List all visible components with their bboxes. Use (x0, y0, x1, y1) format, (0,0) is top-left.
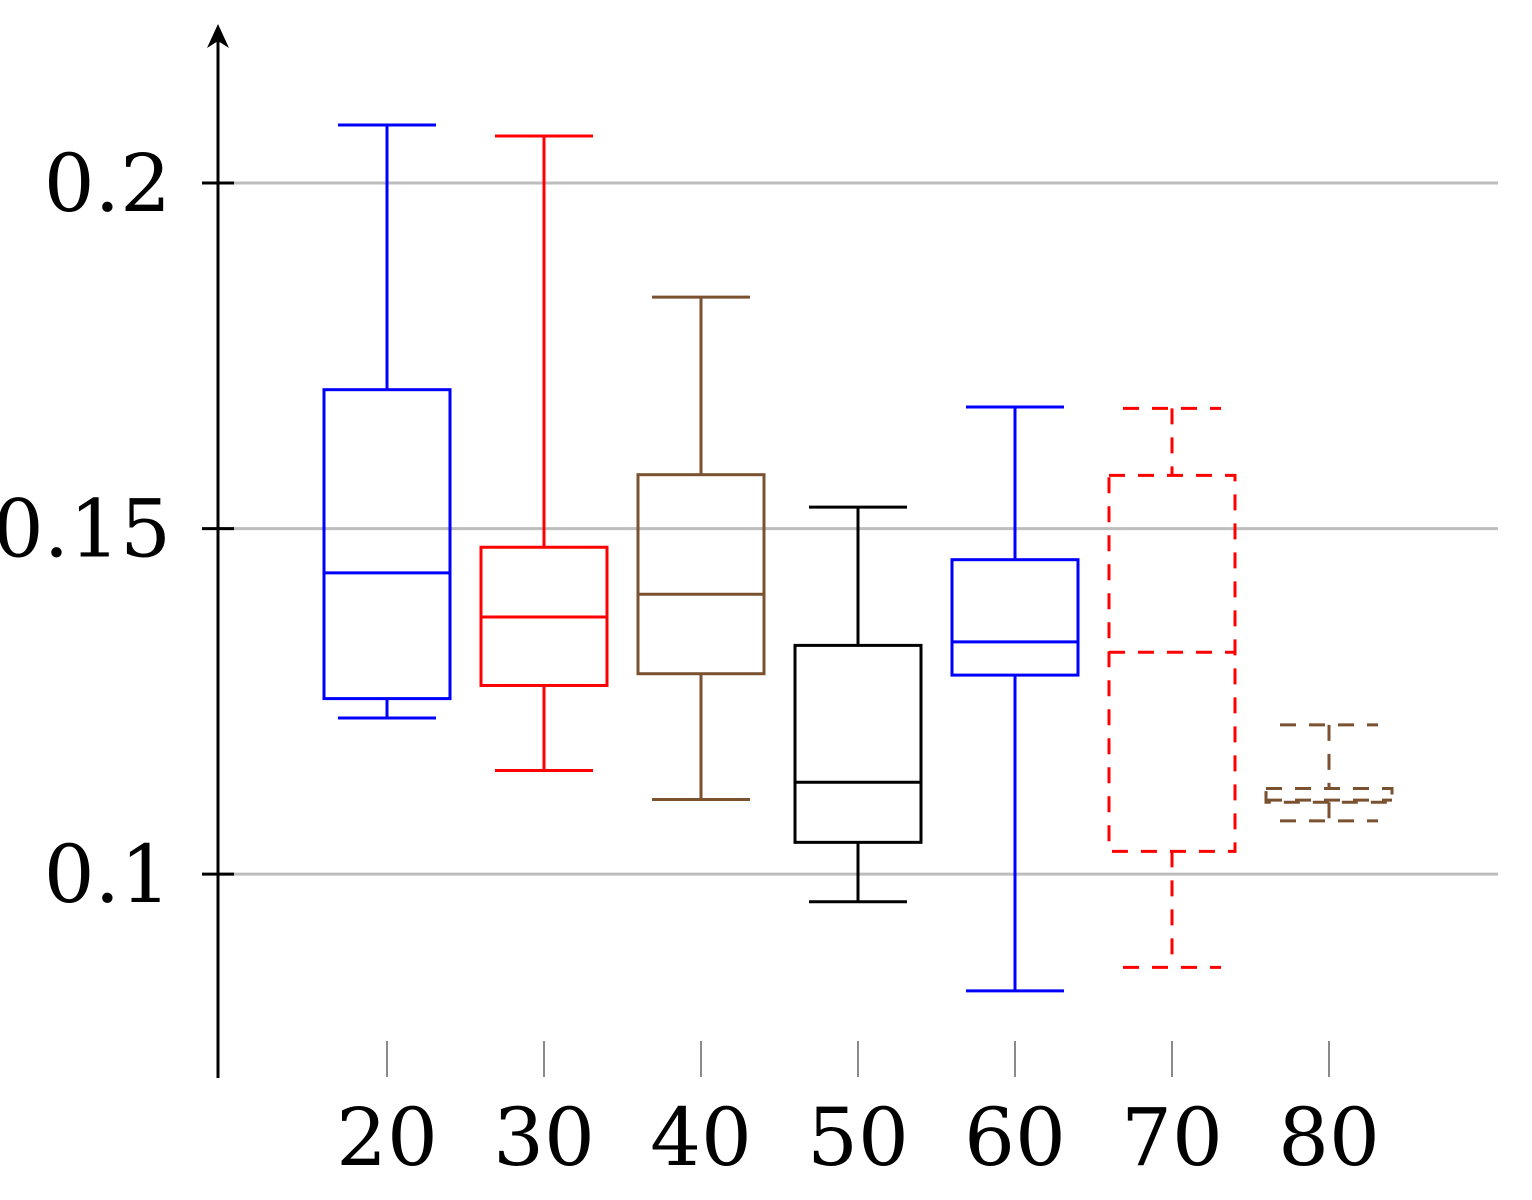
x-tick-label: 50 (807, 1091, 909, 1184)
box-body (950, 558, 1080, 677)
box-60 (950, 405, 1080, 993)
box-80 (1264, 723, 1394, 823)
x-tick-label: 70 (1121, 1091, 1223, 1184)
box-body (322, 388, 452, 701)
x-tick-label: 40 (650, 1091, 752, 1184)
x-axis-ticks (386, 1041, 1330, 1077)
x-tick-label: 20 (336, 1091, 438, 1184)
box-body (1107, 473, 1237, 853)
boxes (322, 123, 1394, 993)
y-tick-label: 0.15 (0, 483, 171, 576)
tick-labels: 0.1 0.15 0.2 20 30 40 50 60 70 80 (0, 137, 1380, 1184)
y-tick-label: 0.1 (44, 828, 171, 921)
x-tick-label: 80 (1278, 1091, 1380, 1184)
y-tick-label: 0.2 (44, 137, 171, 230)
box-body (793, 643, 923, 844)
box-20 (322, 123, 452, 720)
box-body (636, 473, 766, 676)
box-30 (479, 134, 609, 772)
x-tick-label: 60 (964, 1091, 1066, 1184)
box-70 (1107, 406, 1237, 969)
y-axis-arrow-icon (207, 24, 229, 48)
y-axis (202, 24, 234, 1078)
box-body (1264, 786, 1394, 804)
x-tick-label: 30 (493, 1091, 595, 1184)
box-50 (793, 505, 923, 904)
box-40 (636, 295, 766, 801)
